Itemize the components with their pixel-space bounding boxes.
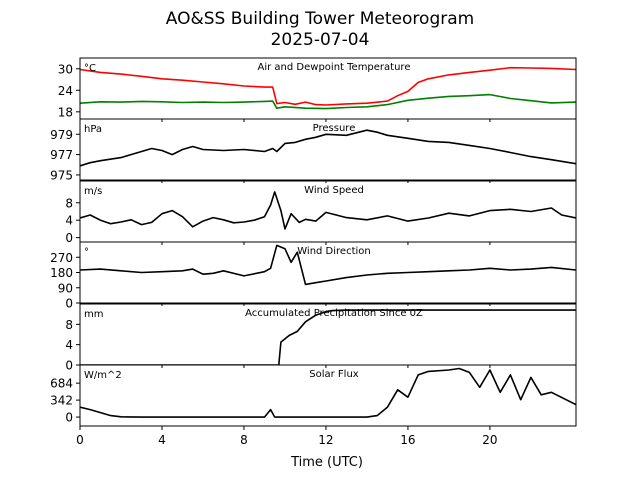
panel-title: Pressure — [313, 123, 356, 134]
panel-title: Wind Direction — [297, 246, 371, 257]
panel-unit-label: W/m^2 — [84, 370, 122, 381]
y-tick-label: 24 — [58, 84, 73, 98]
panel-frame — [79, 364, 577, 427]
series-line-1-0 — [80, 129, 576, 167]
panel-unit-label: °C — [84, 63, 96, 74]
x-axis: 0 4 8 12 16 20 — [76, 426, 498, 447]
y-tick-label: 0 — [65, 411, 73, 425]
series-line-3-0 — [80, 244, 576, 286]
series-line-4-0 — [80, 309, 576, 365]
y-tick-label: 270 — [50, 251, 73, 265]
y-tick-label: 90 — [58, 281, 73, 295]
panel-2: 0 4 8 m/s Wind Speed — [65, 180, 577, 245]
panel-title: Air and Dewpoint Temperature — [258, 62, 411, 73]
x-tick-label: 16 — [400, 433, 415, 447]
y-tick-label: 0 — [65, 359, 73, 373]
panel-unit-label: hPa — [84, 124, 102, 135]
panel-frame — [79, 118, 577, 181]
panel-title: Accumulated Precipitation Since 0Z — [245, 308, 423, 319]
y-tick-label: 0 — [65, 297, 73, 311]
y-tick-label: 4 — [65, 214, 73, 228]
series-line-0-0 — [80, 66, 576, 106]
y-tick-label: 0 — [65, 231, 73, 245]
x-tick-label: 4 — [158, 433, 166, 447]
figure-subtitle: 2025-07-04 — [271, 30, 370, 50]
panel-unit-label: m/s — [84, 186, 102, 197]
series-line-5-0 — [80, 367, 576, 418]
y-tick-label: 8 — [65, 318, 73, 332]
panel-0: 18 24 30 °C Air and Dewpoint Temperature — [58, 57, 577, 122]
x-tick-label: 20 — [482, 433, 497, 447]
y-tick-label: 30 — [58, 62, 73, 76]
y-tick-label: 979 — [50, 128, 73, 142]
y-tick-label: 342 — [50, 394, 73, 408]
y-tick-label: 8 — [65, 196, 73, 210]
y-tick-label: 4 — [65, 338, 73, 352]
x-tick-label: 0 — [76, 433, 84, 447]
panel-1: 975 977 979 hPa Pressure — [50, 118, 577, 183]
y-tick-label: 684 — [50, 377, 73, 391]
series-line-2-0 — [80, 191, 576, 230]
panel-title: Solar Flux — [309, 369, 359, 380]
panel-unit-label: mm — [84, 309, 103, 320]
x-axis-label: Time (UTC) — [290, 455, 363, 470]
panel-5: 0 342 684 W/m^2 Solar Flux — [50, 364, 577, 427]
series-line-0-1 — [80, 93, 576, 110]
x-tick-label: 12 — [318, 433, 333, 447]
y-tick-label: 977 — [50, 148, 73, 162]
figure-title: AO&SS Building Tower Meteorogram — [166, 9, 474, 29]
x-tick-label: 8 — [240, 433, 248, 447]
y-tick-label: 975 — [50, 168, 73, 182]
panel-unit-label: ° — [84, 247, 89, 258]
panel-title: Wind Speed — [304, 185, 364, 196]
y-tick-label: 180 — [50, 266, 73, 280]
panel-4: 0 4 8 mm Accumulated Precipitation Since 0Z — [65, 303, 577, 373]
y-tick-label: 18 — [58, 105, 73, 119]
